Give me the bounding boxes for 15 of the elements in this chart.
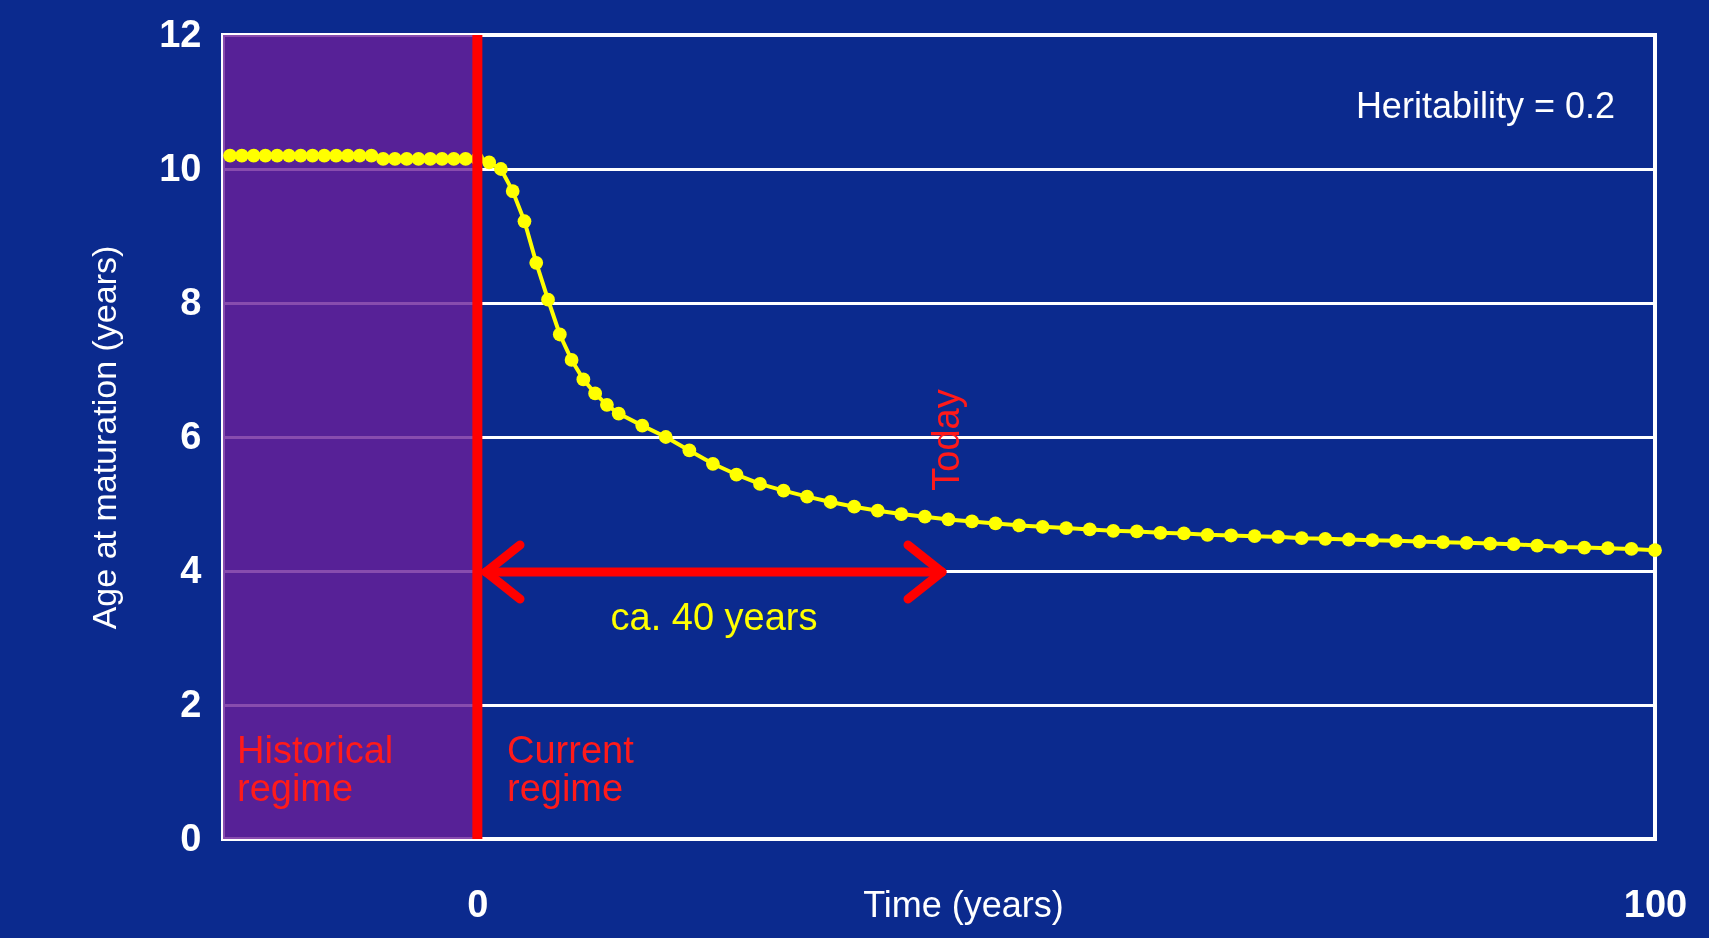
y-tick-label: 4 (180, 548, 202, 591)
y-axis-title: Age at maturation (years) (85, 245, 124, 630)
y-tick-label: 0 (180, 816, 202, 859)
y-tick-label: 6 (180, 414, 202, 457)
annotation: ca. 40 years (610, 596, 818, 638)
annotation: Today (925, 389, 967, 491)
x-tick-label: 100 (1623, 882, 1688, 925)
y-tick-label: 2 (180, 682, 202, 725)
annotation: Current regime (507, 729, 635, 809)
band-label: Historical regime (237, 729, 394, 809)
y-tick-label: 10 (159, 146, 202, 189)
annotation: Heritability = 0.2 (1355, 85, 1615, 126)
y-tick-label: 12 (159, 12, 202, 55)
x-axis-title: Time (years) (863, 883, 1064, 925)
y-tick-label: 8 (180, 280, 202, 323)
